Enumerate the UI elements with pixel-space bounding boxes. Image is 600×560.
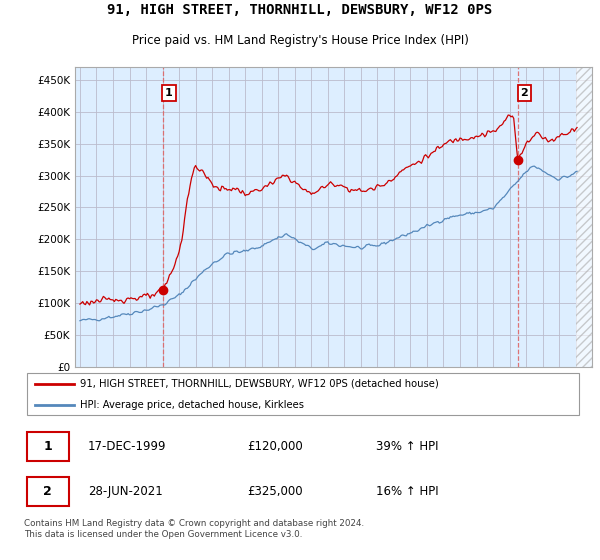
Text: 91, HIGH STREET, THORNHILL, DEWSBURY, WF12 0PS: 91, HIGH STREET, THORNHILL, DEWSBURY, WF… [107, 3, 493, 17]
FancyBboxPatch shape [27, 477, 68, 506]
Text: Contains HM Land Registry data © Crown copyright and database right 2024.
This d: Contains HM Land Registry data © Crown c… [24, 519, 364, 539]
Text: £325,000: £325,000 [247, 485, 303, 498]
Text: 39% ↑ HPI: 39% ↑ HPI [376, 440, 438, 453]
Text: 2: 2 [520, 88, 528, 98]
Text: £120,000: £120,000 [247, 440, 303, 453]
FancyBboxPatch shape [27, 432, 68, 461]
Text: 28-JUN-2021: 28-JUN-2021 [88, 485, 163, 498]
Text: HPI: Average price, detached house, Kirklees: HPI: Average price, detached house, Kirk… [80, 400, 304, 410]
Text: 17-DEC-1999: 17-DEC-1999 [88, 440, 167, 453]
Text: 16% ↑ HPI: 16% ↑ HPI [376, 485, 438, 498]
Text: 1: 1 [43, 440, 52, 453]
Text: 2: 2 [43, 485, 52, 498]
Text: Price paid vs. HM Land Registry's House Price Index (HPI): Price paid vs. HM Land Registry's House … [131, 34, 469, 47]
FancyBboxPatch shape [27, 373, 579, 416]
Text: 1: 1 [165, 88, 173, 98]
Text: 91, HIGH STREET, THORNHILL, DEWSBURY, WF12 0PS (detached house): 91, HIGH STREET, THORNHILL, DEWSBURY, WF… [80, 379, 439, 389]
